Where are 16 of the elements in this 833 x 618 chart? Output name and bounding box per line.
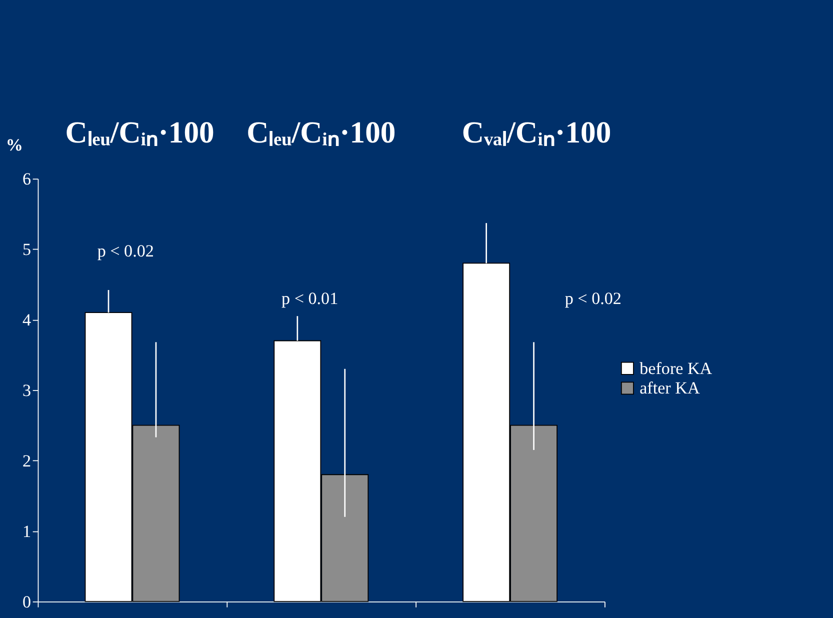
y-tick-label: 5 xyxy=(22,240,32,259)
y-tick-label: 1 xyxy=(22,522,32,541)
text: Cₗₑᵤ/Cᵢₙ·100 xyxy=(65,116,214,150)
legend-label: before KA xyxy=(640,358,713,378)
y-tick-label: 2 xyxy=(22,451,32,470)
y-tick-label: 0 xyxy=(22,592,32,612)
y-tick-label: 6 xyxy=(22,170,32,189)
annotation: p < 0.02 xyxy=(564,288,622,308)
annotation: p < 0.02 xyxy=(97,242,154,261)
y-tick-label: 3 xyxy=(22,380,32,400)
legend-label: after KA xyxy=(640,378,700,398)
y-tick-label: 4 xyxy=(22,310,32,330)
text: Cᵥₐₗ/Cᵢₙ·100 xyxy=(462,116,612,150)
annotation: p < 0.01 xyxy=(282,288,338,308)
text: Cₗₑᵤ/Cᵢₙ·100 xyxy=(246,116,396,150)
y-axis-title: % xyxy=(6,135,23,154)
